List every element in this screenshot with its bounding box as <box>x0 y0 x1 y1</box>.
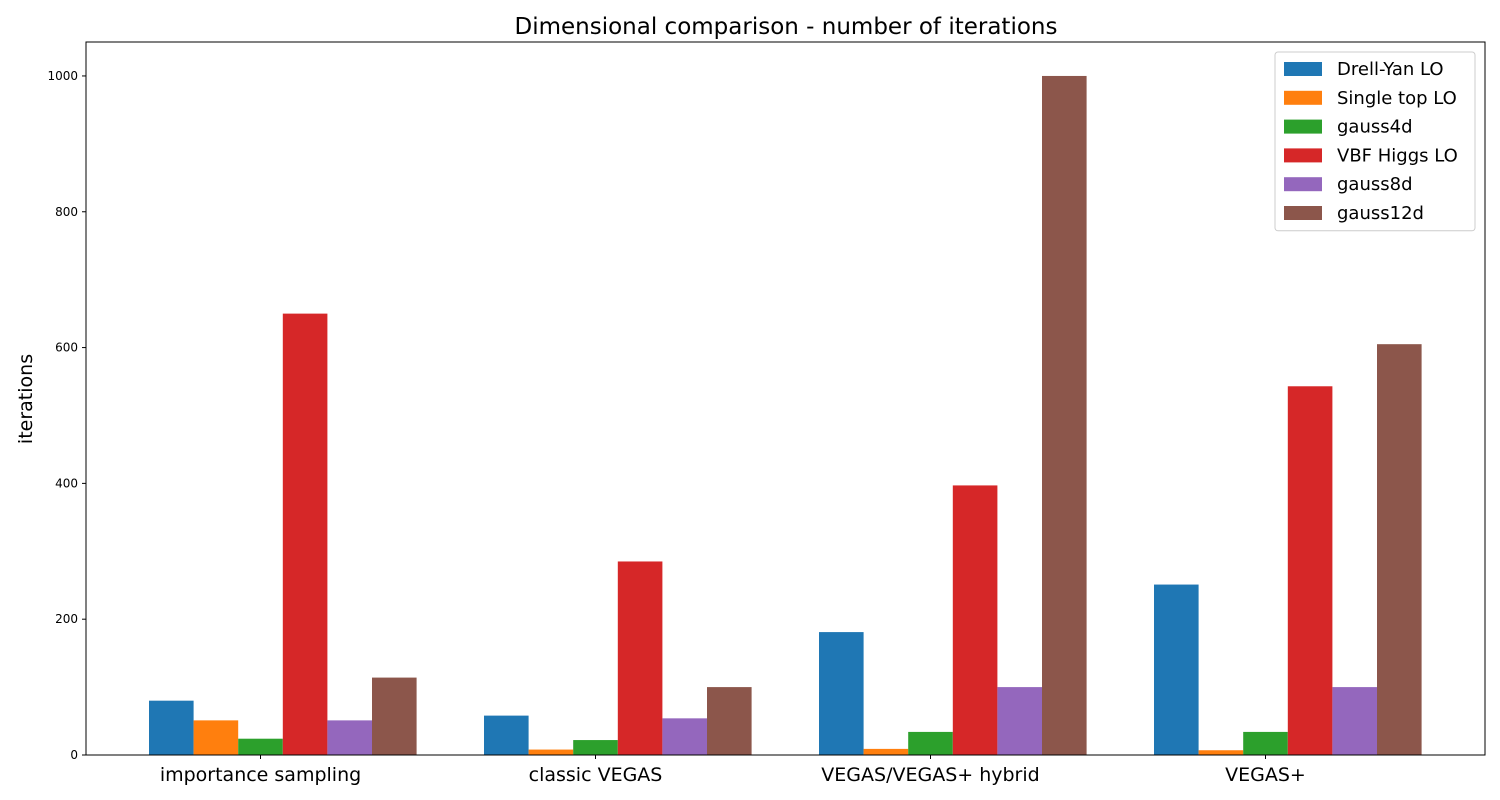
bars-group <box>149 75 1422 755</box>
y-axis: 0 200 400 600 800 1000 <box>47 69 86 762</box>
legend-swatch-drell-yan-lo <box>1284 62 1322 76</box>
legend-swatch-vbf-higgs-lo <box>1284 148 1322 163</box>
bar-single-top-lo-3 <box>1198 750 1244 755</box>
bar-drell-yan-lo-0 <box>149 700 194 755</box>
bar-single-top-lo-1 <box>528 749 574 755</box>
legend-swatch-gauss12d <box>1284 206 1322 220</box>
legend-swatch-gauss8d <box>1284 177 1322 192</box>
bar-drell-yan-lo-2 <box>819 632 864 755</box>
bar-vbf-higgs-lo-0 <box>282 313 328 755</box>
y-tick-label-400: 400 <box>55 476 78 490</box>
bar-gauss8d-0 <box>327 720 372 755</box>
bar-gauss8d-2 <box>997 687 1042 755</box>
bar-gauss12d-0 <box>372 677 417 755</box>
bar-single-top-lo-0 <box>193 720 239 755</box>
legend-box <box>1274 51 1476 232</box>
legend: Drell-Yan LO Single top LO gauss4d VBF Higg… <box>1274 51 1476 232</box>
bar-vbf-higgs-lo-3 <box>1287 386 1333 755</box>
bar-vbf-higgs-lo-1 <box>617 561 663 755</box>
legend-label-gauss12d: gauss12d <box>1337 203 1424 224</box>
bar-gauss4d-0 <box>238 738 283 755</box>
bar-gauss8d-3 <box>1332 687 1377 755</box>
bar-gauss4d-3 <box>1243 731 1288 755</box>
x-tick-label-1: classic VEGAS <box>529 764 663 786</box>
x-tick-label-0: importance sampling <box>160 764 361 786</box>
x-axis: importance sampling classic VEGAS VEGAS/VE… <box>160 755 1306 786</box>
legend-label-single-top-lo: Single top LO <box>1337 88 1457 109</box>
chart-title: Dimensional comparison - number of itera… <box>515 14 1058 40</box>
legend-swatch-gauss4d <box>1284 119 1322 134</box>
legend-swatch-single-top-lo <box>1284 90 1322 105</box>
plot-frame <box>85 41 1486 756</box>
bar-gauss12d-3 <box>1377 344 1422 755</box>
y-axis-label: iterations <box>15 354 37 444</box>
bar-gauss12d-1 <box>707 687 752 755</box>
bar-gauss12d-2 <box>1042 75 1087 755</box>
legend-label-gauss8d: gauss8d <box>1337 174 1413 195</box>
bar-vbf-higgs-lo-2 <box>952 485 998 755</box>
legend-label-drell-yan-lo: Drell-Yan LO <box>1337 59 1444 80</box>
bar-gauss8d-1 <box>662 718 707 755</box>
y-tick-label-1000: 1000 <box>47 69 78 83</box>
x-tick-label-2: VEGAS/VEGAS+ hybrid <box>821 764 1039 786</box>
y-tick-label-200: 200 <box>55 612 78 626</box>
bar-drell-yan-lo-3 <box>1154 584 1199 755</box>
bar-drell-yan-lo-1 <box>484 715 529 755</box>
y-tick-label-0: 0 <box>70 748 78 762</box>
x-tick-label-3: VEGAS+ <box>1225 764 1306 786</box>
legend-label-vbf-higgs-lo: VBF Higgs LO <box>1337 145 1458 166</box>
y-tick-label-600: 600 <box>55 341 78 355</box>
bar-single-top-lo-2 <box>863 748 909 755</box>
bar-gauss4d-2 <box>908 731 953 755</box>
legend-label-gauss4d: gauss4d <box>1337 117 1413 138</box>
y-tick-label-800: 800 <box>55 205 78 219</box>
bar-gauss4d-1 <box>573 740 618 755</box>
